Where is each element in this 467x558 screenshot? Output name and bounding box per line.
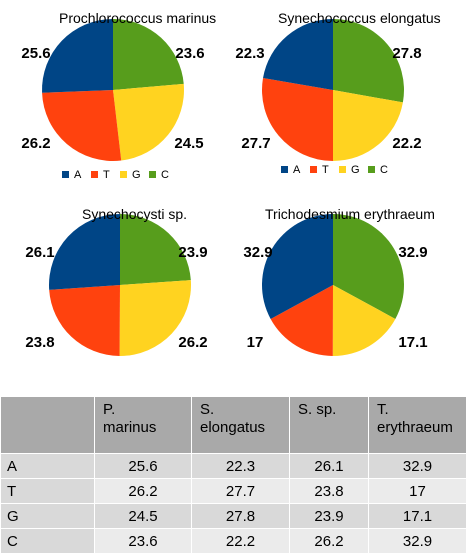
table-header-cell bbox=[0, 396, 95, 454]
data-label-t: 23.8 bbox=[25, 334, 54, 351]
pie-slice-t bbox=[270, 285, 333, 356]
chart-title: Synechocysti sp. bbox=[82, 206, 187, 222]
data-label-a: 26.1 bbox=[25, 244, 54, 261]
data-label-g: 22.2 bbox=[392, 135, 421, 152]
data-label-g: 24.5 bbox=[174, 135, 203, 152]
legend-label-g: G bbox=[351, 164, 360, 176]
header-line: P. bbox=[103, 401, 116, 418]
legend-swatch-t bbox=[91, 171, 98, 178]
pie-slice-c bbox=[333, 214, 404, 319]
pie-slice-t bbox=[262, 78, 333, 161]
pie-slice-a bbox=[262, 214, 333, 319]
table-cell: 26.2 bbox=[289, 528, 369, 554]
pie-slice-c bbox=[120, 214, 191, 285]
table-cell: 22.2 bbox=[191, 528, 290, 554]
pie-slice-g bbox=[113, 83, 184, 161]
table-cell: 23.9 bbox=[289, 503, 369, 529]
table-header-cell: S. elongatus bbox=[191, 396, 290, 454]
table-cell: 22.3 bbox=[191, 453, 290, 479]
table-cell: 26.2 bbox=[94, 478, 192, 504]
data-label-c: 23.9 bbox=[178, 244, 207, 261]
table-cell: 23.8 bbox=[289, 478, 369, 504]
header-line: marinus bbox=[103, 419, 157, 436]
legend-swatch-t bbox=[310, 166, 317, 173]
pie-charts-panel: Prochlorococcus marinus 25.6 26.2 24.5 23.6 A… bbox=[21, 10, 441, 357]
legend-swatch-g bbox=[339, 166, 346, 173]
table-cell: 32.9 bbox=[368, 453, 467, 479]
data-label-c: 23.6 bbox=[175, 45, 204, 62]
data-label-a: 32.9 bbox=[243, 244, 272, 261]
pie-slice-c bbox=[333, 19, 404, 103]
pie-slice-c bbox=[113, 19, 184, 90]
table-row: C 23.6 22.2 26.2 32.9 bbox=[0, 528, 467, 554]
data-label-t: 26.2 bbox=[21, 135, 50, 152]
table-header-cell: P. marinus bbox=[94, 396, 192, 454]
pie-slice-g bbox=[333, 90, 403, 161]
pie-slice-a bbox=[41, 19, 113, 93]
pie-slice-t bbox=[49, 285, 120, 356]
table-row: T 26.2 27.7 23.8 17 bbox=[0, 478, 467, 504]
chart-title: Trichodesmium erythraeum bbox=[265, 206, 435, 222]
chart-title: Synechococcus elongatus bbox=[278, 10, 441, 26]
table-cell: 32.9 bbox=[368, 528, 467, 554]
table-header-cell: S. sp. bbox=[289, 396, 369, 454]
data-label-a: 25.6 bbox=[21, 45, 50, 62]
row-label: G bbox=[0, 503, 95, 529]
pie-slice-g bbox=[332, 285, 396, 357]
table-cell: 17.1 bbox=[368, 503, 467, 529]
pie-chart: Trichodesmium erythraeum 32.9 17 17.1 32.9 bbox=[243, 206, 435, 357]
chart-title: Prochlorococcus marinus bbox=[59, 10, 216, 26]
pie-slice-a bbox=[263, 19, 333, 90]
table-cell: 25.6 bbox=[94, 453, 192, 479]
legend-label-a: A bbox=[74, 169, 82, 181]
header-line: T. bbox=[377, 401, 389, 418]
data-label-t: 17 bbox=[247, 334, 264, 351]
legend-label-c: C bbox=[380, 164, 388, 176]
table-cell: 27.8 bbox=[191, 503, 290, 529]
pie-chart: Synechocysti sp. 26.1 23.8 26.2 23.9 bbox=[25, 206, 208, 357]
legend-swatch-g bbox=[120, 171, 127, 178]
data-label-g: 26.2 bbox=[178, 334, 207, 351]
composition-table: P. marinus S. elongatus S. sp. T. erythraeu… bbox=[0, 396, 467, 554]
legend-swatch-c bbox=[368, 166, 375, 173]
data-label-c: 32.9 bbox=[398, 244, 427, 261]
pie-slice-g bbox=[119, 280, 191, 357]
data-label-t: 27.7 bbox=[241, 135, 270, 152]
table-cell: 24.5 bbox=[94, 503, 192, 529]
table-header-row: P. marinus S. elongatus S. sp. T. erythraeu… bbox=[0, 396, 467, 454]
pie-slice-a bbox=[49, 213, 120, 290]
table-cell: 27.7 bbox=[191, 478, 290, 504]
legend-swatch-c bbox=[149, 171, 156, 178]
legend-swatch-a bbox=[281, 166, 288, 173]
header-line: S. bbox=[200, 401, 215, 418]
table-header-cell: T. erythraeum bbox=[368, 396, 467, 454]
pie-chart: Prochlorococcus marinus 25.6 26.2 24.5 23.6 A… bbox=[21, 10, 216, 181]
data-label-a: 22.3 bbox=[235, 45, 264, 62]
table-row: A 25.6 22.3 26.1 32.9 bbox=[0, 453, 467, 479]
legend-label-a: A bbox=[293, 164, 301, 176]
header-line: erythraeum bbox=[377, 419, 453, 436]
legend-swatch-a bbox=[62, 171, 69, 178]
legend-label-g: G bbox=[132, 169, 141, 181]
table-cell: 26.1 bbox=[289, 453, 369, 479]
row-label: T bbox=[0, 478, 95, 504]
header-line: S. sp. bbox=[298, 401, 337, 418]
data-label-g: 17.1 bbox=[398, 334, 427, 351]
header-line: elongatus bbox=[200, 419, 266, 436]
row-label: A bbox=[0, 453, 95, 479]
row-label: C bbox=[0, 528, 95, 554]
pie-chart: Synechococcus elongatus 22.3 27.7 22.2 27.8 A… bbox=[235, 10, 440, 176]
table-cell: 17 bbox=[368, 478, 467, 504]
table-cell: 23.6 bbox=[94, 528, 192, 554]
legend-label-t: T bbox=[322, 164, 329, 176]
legend-label-c: C bbox=[161, 169, 169, 181]
pie-slice-t bbox=[42, 90, 122, 162]
table-row: G 24.5 27.8 23.9 17.1 bbox=[0, 503, 467, 529]
data-label-c: 27.8 bbox=[392, 45, 421, 62]
legend-label-t: T bbox=[103, 169, 110, 181]
